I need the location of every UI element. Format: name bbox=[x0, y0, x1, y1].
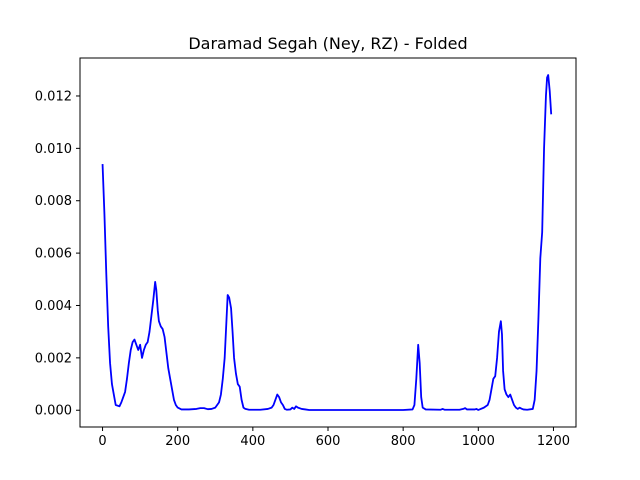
x-tick-label: 200 bbox=[165, 434, 190, 449]
x-axis: 0 200 400 600 800 1000 1200 bbox=[98, 427, 570, 449]
y-tick-label: 0.012 bbox=[35, 89, 72, 104]
x-tick-label: 1200 bbox=[537, 434, 570, 449]
x-tick-label: 400 bbox=[240, 434, 265, 449]
y-tick-label: 0.010 bbox=[35, 142, 72, 157]
x-tick-label: 800 bbox=[391, 434, 416, 449]
x-tick-label: 1000 bbox=[462, 434, 495, 449]
y-tick-label: 0.002 bbox=[35, 351, 72, 366]
y-tick-label: 0.004 bbox=[35, 299, 72, 314]
y-tick-label: 0.008 bbox=[35, 194, 72, 209]
plot-area bbox=[101, 74, 553, 411]
chart-title: Daramad Segah (Ney, RZ) - Folded bbox=[188, 34, 467, 53]
x-tick-label: 600 bbox=[316, 434, 341, 449]
y-tick-label: 0.000 bbox=[35, 404, 72, 419]
series-line-0 bbox=[101, 74, 553, 411]
x-tick-label: 0 bbox=[98, 434, 106, 449]
y-tick-label: 0.006 bbox=[35, 247, 72, 262]
axes-frame bbox=[79, 57, 577, 428]
y-axis: 0.000 0.002 0.004 0.006 0.008 0.010 0.012 bbox=[35, 89, 80, 419]
